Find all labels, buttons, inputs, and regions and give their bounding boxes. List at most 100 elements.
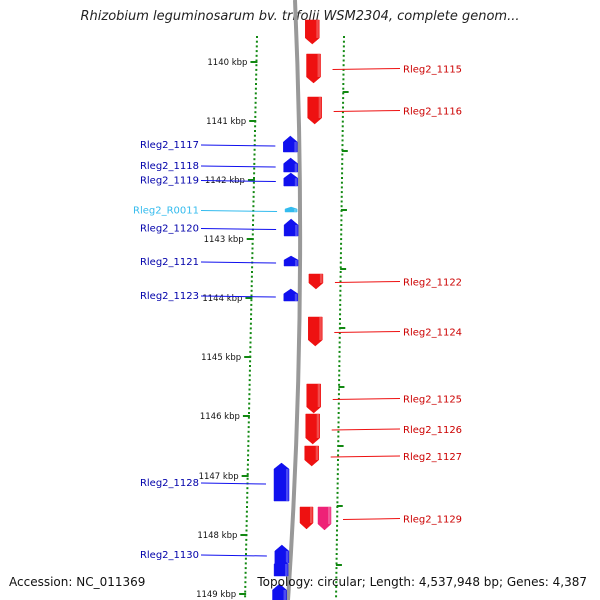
ruler-dot <box>247 426 250 429</box>
gene-label[interactable]: Rleg2_1127 <box>403 452 462 463</box>
ruler-tick <box>336 505 343 507</box>
ruler-dot <box>255 83 257 85</box>
gene-leader-line <box>331 428 401 431</box>
gene-leader-line <box>332 398 401 400</box>
gene-label[interactable]: Rleg2_1126 <box>403 425 462 436</box>
ruler-tick <box>249 120 257 122</box>
ruler-dot <box>339 285 342 288</box>
ruler-dot <box>335 595 338 598</box>
gene-shade <box>316 414 320 438</box>
ruler-dot <box>247 430 250 433</box>
ruler-dot <box>253 134 256 137</box>
ruler-dot <box>248 397 251 400</box>
gene-label[interactable]: Rleg2_1117 <box>140 140 199 151</box>
gene-label[interactable]: Rleg2_1130 <box>140 550 199 561</box>
ruler-dot <box>249 336 252 339</box>
gene-arrow[interactable] <box>283 172 299 187</box>
ruler-dot <box>341 144 344 147</box>
gene-arrow[interactable] <box>304 445 319 467</box>
gene-arrow[interactable] <box>283 157 298 173</box>
gene-arrow[interactable] <box>306 53 321 84</box>
ruler-dot <box>246 506 248 508</box>
ruler-dot <box>247 449 250 452</box>
ruler-dot <box>249 346 252 349</box>
ruler-dot <box>253 172 256 175</box>
gene-arrow[interactable] <box>308 316 323 347</box>
ruler-dot <box>255 50 258 53</box>
gene-arrow[interactable] <box>306 383 321 414</box>
gene-arrow[interactable] <box>308 273 324 290</box>
ruler-label: 1146 kbp <box>200 412 240 422</box>
ruler-dot <box>251 266 254 269</box>
gene-arrow[interactable] <box>272 583 287 600</box>
gene-arrow[interactable] <box>305 19 320 45</box>
gene-label[interactable]: Rleg2_1115 <box>403 65 462 76</box>
ruler-dot <box>252 181 255 184</box>
gene-arrow[interactable] <box>283 218 299 237</box>
ruler-dot <box>339 252 342 255</box>
gene-label[interactable]: Rleg2_1124 <box>403 328 462 339</box>
gene-leader-line <box>332 68 401 70</box>
ruler-dot <box>337 426 340 429</box>
ruler-dot <box>335 581 338 584</box>
ruler-tick <box>242 415 250 417</box>
gene-arrow[interactable] <box>274 544 290 564</box>
gene-arrow[interactable] <box>283 135 298 153</box>
gene-label[interactable]: Rleg2_1120 <box>140 224 199 235</box>
ruler-dot <box>247 421 250 424</box>
gene-arrow[interactable] <box>283 255 299 267</box>
gene-arrow[interactable] <box>305 413 320 445</box>
ruler-dot <box>249 341 252 344</box>
ruler-dot <box>247 416 250 419</box>
ruler-dot <box>335 548 338 551</box>
ruler-dot <box>250 275 253 278</box>
ruler-dot <box>244 590 247 593</box>
gene-leader-line <box>200 554 267 557</box>
gene-label[interactable]: Rleg2_R0011 <box>133 206 199 217</box>
ruler-dot <box>253 148 256 151</box>
ruler-dot <box>341 153 344 156</box>
ruler-dot <box>338 350 341 353</box>
ruler-dot <box>245 548 248 551</box>
ruler-dot <box>339 318 341 320</box>
gene-label[interactable]: Rleg2_1122 <box>403 278 462 289</box>
ruler-dot <box>246 473 249 476</box>
ruler-dot <box>253 158 256 161</box>
gene-arrow[interactable] <box>273 557 289 577</box>
gene-arrow[interactable] <box>317 506 332 531</box>
gene-label[interactable]: Rleg2_1129 <box>403 515 462 526</box>
ruler-dot <box>247 454 250 457</box>
ruler-dot <box>336 510 339 513</box>
ruler-tick <box>247 179 255 181</box>
gene-arrow[interactable] <box>307 96 322 125</box>
gene-arrow[interactable] <box>273 462 290 502</box>
gene-arrow[interactable] <box>284 206 298 213</box>
gene-label[interactable]: Rleg2_1121 <box>140 257 199 268</box>
gene-label[interactable]: Rleg2_1116 <box>403 107 462 118</box>
gene-leader-line <box>200 261 277 264</box>
ruler-dot <box>336 463 339 466</box>
gene-label[interactable]: Rleg2_1118 <box>140 161 199 172</box>
gene-arrow[interactable] <box>283 288 299 302</box>
ruler-dot <box>340 242 343 245</box>
ruler-dot <box>244 557 247 560</box>
ruler-dot <box>341 111 344 114</box>
gene-label[interactable]: Rleg2_1119 <box>140 176 199 187</box>
gene-leader-line <box>200 482 267 485</box>
ruler-dot <box>336 468 339 471</box>
ruler-dot <box>340 224 343 226</box>
gene-labels[interactable]: Rleg2_1115 Rleg2_1116 Rleg2_1117 Rleg2_1118… <box>133 65 462 562</box>
ruler-dot <box>250 299 253 302</box>
ruler-tick <box>341 150 348 152</box>
gene-label[interactable]: Rleg2_1123 <box>140 291 199 302</box>
ruler-dot <box>254 111 257 114</box>
gene-arrow[interactable] <box>299 506 314 530</box>
gene-shade <box>285 564 288 576</box>
ruler-dot <box>335 567 338 570</box>
ruler-dot <box>338 379 341 382</box>
gene-label[interactable]: Rleg2_1125 <box>403 395 462 406</box>
gene-label[interactable]: Rleg2_1128 <box>140 478 199 489</box>
ruler-dot <box>336 496 339 499</box>
gene-leader-line <box>200 210 278 212</box>
